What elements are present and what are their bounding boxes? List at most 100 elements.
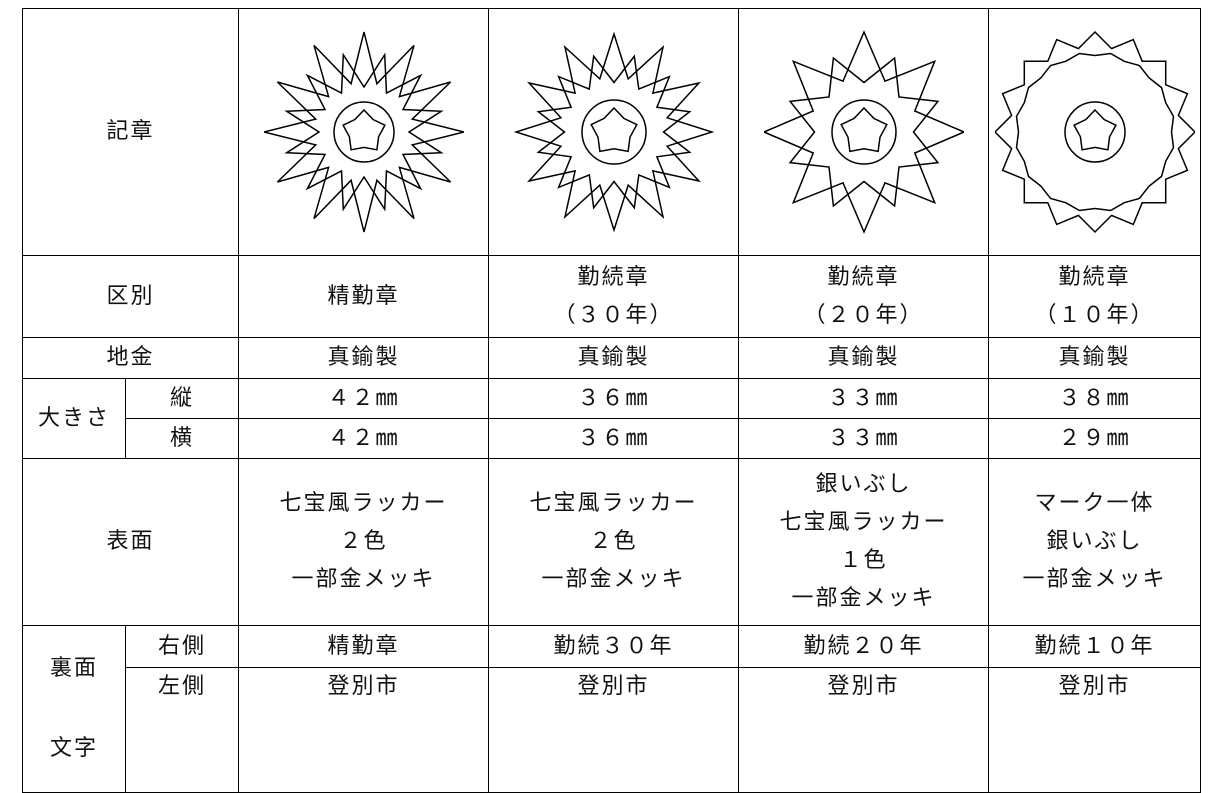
emblem-cell: [988, 8, 1202, 256]
cell-text: 勤続３０年: [553, 633, 674, 659]
cell: 真鍮製: [488, 337, 740, 379]
emblem-image: [994, 30, 1195, 234]
cell-text: 七宝風ラッカー: [529, 491, 698, 516]
cell-text: ３３㎜: [827, 425, 900, 451]
cell-text: ２色: [589, 529, 638, 554]
emblem-shape: [283, 52, 444, 212]
cell-text: 地金: [106, 345, 155, 370]
cell-text: 勤続２０年: [803, 633, 924, 659]
emblem-shape: [1063, 101, 1126, 163]
cell-text: 文字: [49, 736, 98, 761]
cell: 精勤章: [238, 625, 490, 668]
cell: ３６㎜: [488, 418, 740, 459]
sub-label: 右側: [124, 625, 240, 668]
row-label: 大きさ: [22, 378, 126, 459]
emblem-image: [763, 30, 964, 234]
cell-text: 一部金メッキ: [291, 567, 436, 592]
cell-text: 七宝風ラッカー: [279, 491, 448, 516]
cell-text: 勤続章: [577, 264, 650, 290]
emblem-shape: [332, 101, 395, 163]
cell: 勤続３０年: [488, 625, 740, 668]
row-label: 区別: [21, 255, 240, 338]
cell-text: ３６㎜: [577, 385, 650, 411]
sub-label: 横: [124, 418, 240, 459]
table-row: 左側 登別市 登別市 登別市 登別市: [23, 667, 1202, 793]
cell-text: 登別市: [577, 674, 650, 699]
cell-text: 登別市: [827, 674, 900, 699]
cell-text: 裏面: [49, 656, 98, 681]
emblem-shape: [994, 30, 1195, 234]
cell: 登別市: [738, 667, 990, 793]
cell-text: 横: [170, 425, 195, 451]
cell: 真鍮製: [238, 337, 490, 379]
table-row: 区別 精勤章 勤続章 （３０年） 勤続章 （２０年） 勤続章 （１０年）: [21, 255, 1202, 338]
cell-text: ４２㎜: [327, 385, 400, 411]
cell: ２９㎜: [988, 418, 1202, 459]
emblem-shape: [263, 31, 464, 233]
cell-text: （１０年）: [1034, 302, 1155, 328]
cell: 登別市: [488, 667, 740, 793]
cell: ３３㎜: [738, 418, 990, 459]
cell-text: ２色: [339, 529, 388, 554]
cell: 登別市: [238, 667, 490, 793]
cell-text: 真鍮製: [327, 345, 400, 370]
cell-text: 勤続１０年: [1034, 633, 1155, 659]
emblem-shape: [830, 99, 897, 165]
table-row: 記章: [21, 8, 1202, 256]
emblem-shape: [1072, 108, 1117, 151]
cell-text: （２０年）: [803, 302, 924, 328]
cell: マーク一体銀いぶし一部金メッキ: [988, 458, 1202, 626]
table-row: 地金 真鍮製 真鍮製 真鍮製 真鍮製: [21, 337, 1202, 379]
cell: ３６㎜: [488, 378, 740, 419]
cell-text: 記章: [106, 119, 155, 144]
cell-text: 登別市: [327, 674, 400, 699]
cell-text: 大きさ: [37, 405, 110, 431]
emblem-cell: [738, 8, 990, 256]
cell-text: ３６㎜: [577, 425, 650, 451]
emblem-shape: [535, 54, 692, 210]
cell: 勤続１０年: [988, 625, 1202, 668]
row-label: 記章: [21, 8, 240, 256]
row-label: 表面: [21, 458, 240, 626]
cell-text: 右側: [158, 633, 207, 659]
emblem-image: [513, 31, 714, 233]
cell-text: ２９㎜: [1058, 425, 1131, 451]
cell: 勤続章 （１０年）: [988, 255, 1202, 338]
cell: 精勤章: [238, 255, 490, 338]
emblem-shape: [513, 31, 714, 233]
cell: 七宝風ラッカー ２色 一部金メッキ: [488, 458, 740, 626]
emblem-image: [263, 31, 464, 233]
cell-text: 左側: [158, 674, 207, 699]
table-body: 記章 区別 精勤章 勤続章 （３０年） 勤続章 （２０年） 勤続章 （１０年） 地金 真鍮製 真鍮製真…: [21, 8, 1202, 793]
cell-text: （３０年）: [553, 302, 674, 328]
cell-text: 表面: [106, 529, 155, 554]
cell-text: 精勤章: [327, 633, 400, 659]
emblem-cell: [238, 8, 490, 256]
cell-text: マーク一体: [1034, 491, 1155, 516]
cell-text: 区別: [106, 283, 155, 309]
cell: 勤続章 （２０年）: [738, 255, 990, 338]
cell-text: 勤続章: [827, 264, 900, 290]
emblem-shape: [580, 99, 647, 165]
emblem-shape: [589, 106, 638, 153]
cell-text: ３８㎜: [1058, 385, 1131, 411]
sub-label: 左側: [124, 667, 240, 793]
cell-text: 真鍮製: [1058, 345, 1131, 370]
cell: ４２㎜: [238, 418, 490, 459]
cell-text: 一部金メッキ: [1022, 567, 1167, 592]
cell-text: 七宝風ラッカー: [779, 510, 948, 535]
sub-label: 縦: [124, 378, 240, 419]
cell-text: 銀いぶし: [815, 472, 912, 497]
emblem-shape: [763, 30, 964, 234]
cell-text: ３３㎜: [827, 385, 900, 411]
emblem-shape: [839, 106, 888, 153]
cell-text: 銀いぶし: [1046, 529, 1143, 554]
cell: ４２㎜: [238, 378, 490, 419]
emblem-shape: [1015, 52, 1174, 212]
cell: 銀いぶし 七宝風ラッカー １色 一部金メッキ: [738, 458, 990, 626]
table-row: 横 ４２㎜ ３６㎜ ３３㎜ ２９㎜: [23, 418, 1202, 459]
emblem-shape: [788, 56, 939, 208]
row-label: 裏面 文字: [22, 625, 126, 793]
table-row: 大きさ 縦 ４２㎜ ３６㎜ ３３㎜ ３８㎜: [22, 378, 1202, 459]
badge-table: 記章 区別 精勤章 勤続章 （３０年） 勤続章 （２０年） 勤続章 （１０年） 地金 真鍮製 真鍮製真…: [21, 8, 1202, 793]
